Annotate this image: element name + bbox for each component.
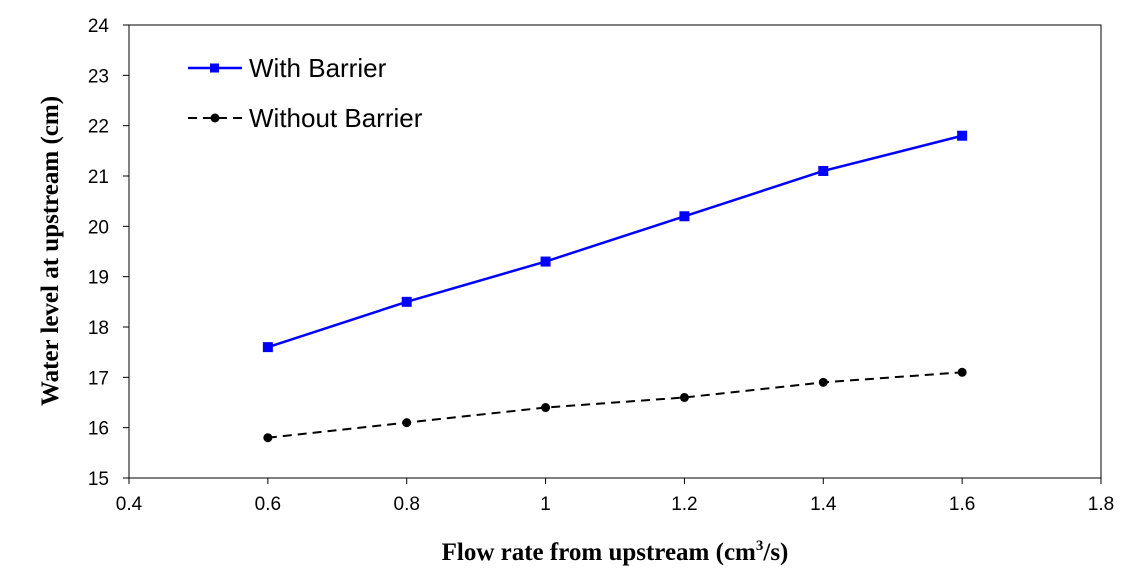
series-line-without-barrier bbox=[267, 371, 963, 439]
data-point-with-barrier bbox=[401, 296, 412, 307]
data-point-without-barrier bbox=[818, 377, 828, 387]
legend-label-without-barrier: Without Barrier bbox=[249, 103, 423, 133]
x-tick-label: 1.2 bbox=[671, 494, 697, 515]
x-axis-ticks: 0.4 0.6 0.8 1 1.2 1.4 1.6 1.8 bbox=[116, 478, 1114, 515]
legend-item-with-barrier: With Barrier bbox=[188, 53, 387, 83]
y-tick-label: 19 bbox=[88, 268, 109, 289]
series-layer bbox=[262, 130, 968, 443]
x-tick-label: 0.6 bbox=[255, 494, 281, 515]
y-tick-label: 21 bbox=[88, 167, 109, 188]
x-axis-title-suffix: /s) bbox=[762, 539, 788, 566]
plot-area bbox=[128, 24, 1102, 479]
x-axis-title-superscript: 3 bbox=[756, 538, 764, 554]
y-tick-label: 22 bbox=[88, 117, 109, 138]
series-line-with-barrier bbox=[267, 134, 963, 349]
x-tick-label: 1.4 bbox=[810, 494, 837, 515]
legend-label-with-barrier: With Barrier bbox=[249, 53, 387, 83]
data-point-without-barrier bbox=[402, 418, 412, 428]
data-point-with-barrier bbox=[957, 130, 968, 141]
x-tick-label: 0.4 bbox=[116, 494, 143, 515]
data-point-without-barrier bbox=[957, 367, 967, 377]
x-tick-label: 1.6 bbox=[949, 494, 975, 515]
data-point-without-barrier bbox=[541, 403, 551, 413]
data-point-with-barrier bbox=[540, 256, 551, 267]
data-point-with-barrier bbox=[679, 211, 690, 222]
x-tick-label: 1.8 bbox=[1088, 494, 1114, 515]
x-axis-title-main: Flow rate from upstream (cm bbox=[442, 539, 756, 566]
x-tick-label: 1 bbox=[540, 494, 551, 515]
legend-swatch-marker-without-barrier bbox=[210, 113, 220, 123]
y-tick-label: 17 bbox=[88, 368, 109, 389]
y-tick-label: 18 bbox=[88, 318, 109, 339]
legend: With Barrier Without Barrier bbox=[188, 53, 423, 133]
legend-item-without-barrier: Without Barrier bbox=[188, 103, 423, 133]
data-point-with-barrier bbox=[818, 165, 829, 176]
x-tick-label: 0.8 bbox=[394, 494, 420, 515]
y-axis-title: Water level at upstream (cm) bbox=[37, 96, 64, 406]
y-tick-label: 20 bbox=[88, 217, 109, 238]
data-point-without-barrier bbox=[679, 392, 689, 402]
y-tick-label: 16 bbox=[88, 419, 109, 440]
y-tick-label: 15 bbox=[88, 469, 109, 490]
y-axis-ticks: 15 16 17 18 19 20 21 22 23 24 bbox=[88, 16, 129, 490]
data-point-with-barrier bbox=[262, 342, 273, 353]
y-tick-label: 24 bbox=[88, 16, 110, 37]
data-point-without-barrier bbox=[263, 433, 273, 443]
legend-swatch-marker-with-barrier bbox=[210, 63, 219, 73]
y-tick-label: 23 bbox=[88, 66, 109, 87]
x-axis-title: Flow rate from upstream (cm3/s) bbox=[442, 538, 789, 566]
